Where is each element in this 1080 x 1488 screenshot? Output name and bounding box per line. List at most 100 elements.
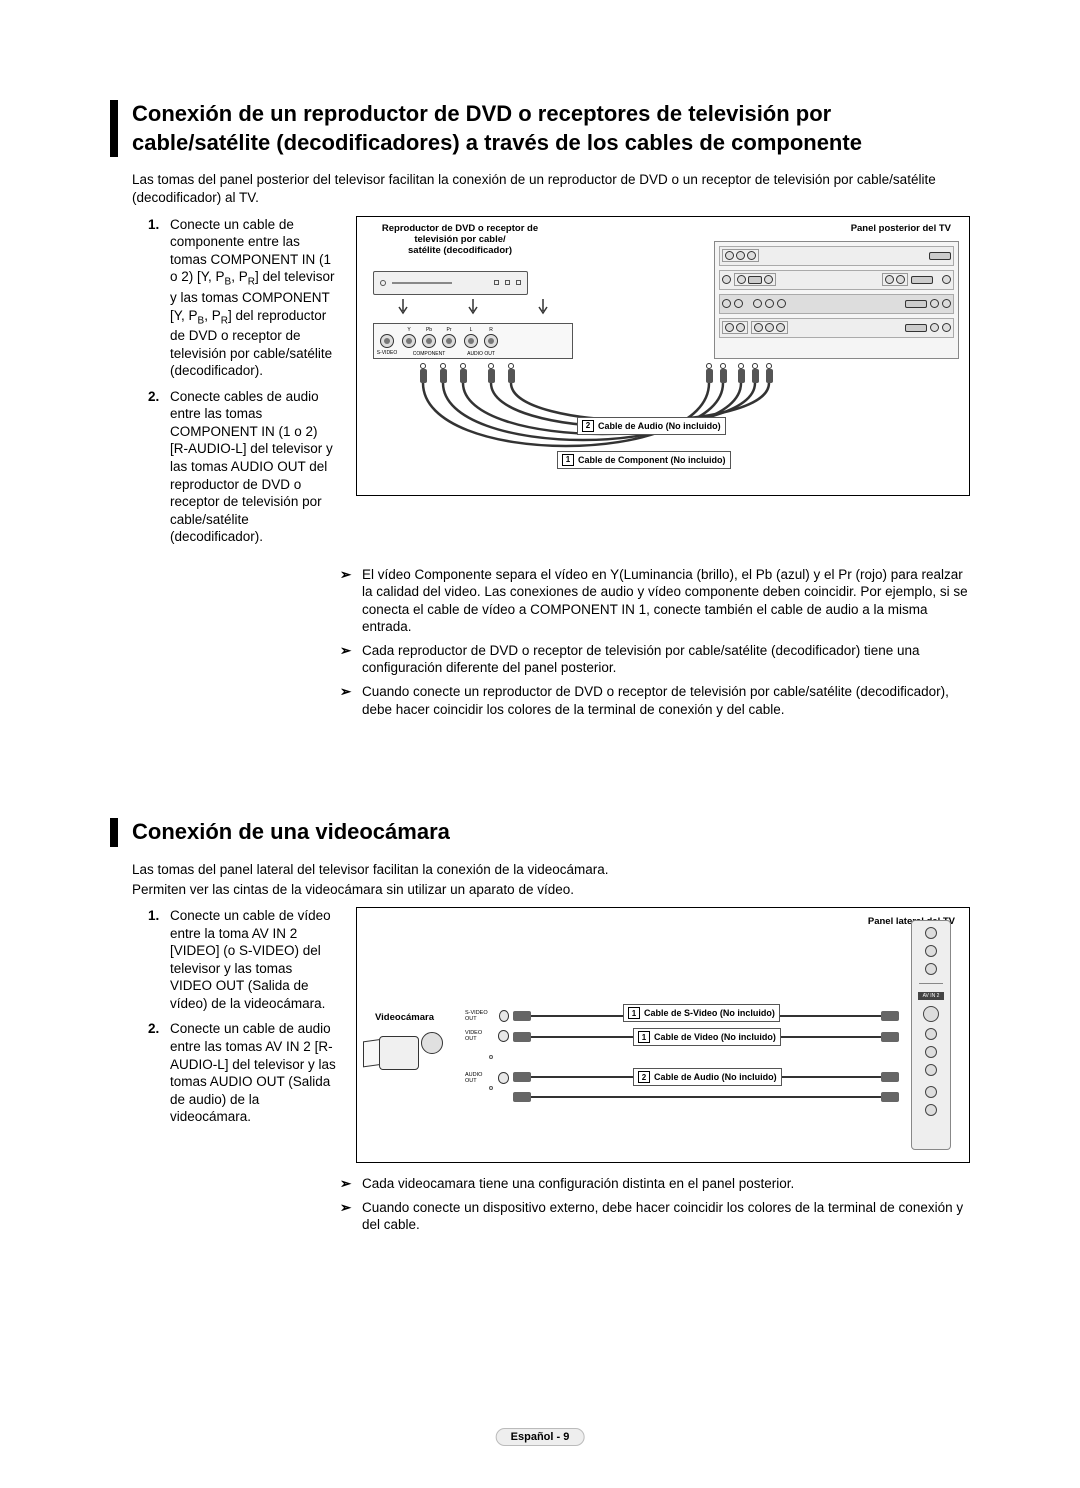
component-jacks: Y Pb Pr COMPONENT [402,334,456,348]
step-number: 2. [148,1020,170,1125]
connector [881,1011,899,1021]
step2: 2. Conecte cables de audio entre las tom… [148,388,338,546]
t: Reproductor de DVD o receptor de televis… [382,223,538,257]
dvd-player [373,271,528,295]
section2-intro1: Las tomas del panel lateral del televiso… [132,861,970,879]
section2-bullets: ➢ Cada videocamara tiene una configuraci… [340,1175,970,1234]
bullet: ➢ Cuando conecte un dispositivo externo,… [340,1199,970,1234]
t: Cable de S-Video (No incluido) [644,1008,775,1018]
page-footer: Español - 9 [496,1428,585,1446]
step: 1. Conecte un cable de vídeo entre la to… [148,907,338,1012]
section1-intro: Las tomas del panel posterior del televi… [132,171,970,207]
lbl: Y [407,327,410,333]
bullet-icon: ➢ [340,1175,362,1193]
bullet-icon: ➢ [340,566,362,636]
bullet-text: Cuando conecte un reproductor de DVD o r… [362,683,970,718]
title-accent-bar [110,100,118,157]
bullet-icon: ➢ [340,642,362,677]
rear-panel-label: Panel posterior del TV [851,223,951,234]
step-number: 1. [148,907,170,1012]
n: 1 [628,1007,640,1019]
lbl: AUDIO OUT [467,351,495,357]
lbl: VIDEO OUT [465,1030,494,1042]
section2-steps: 1. Conecte un cable de vídeo entre la to… [148,907,338,1163]
n: 1 [638,1031,650,1043]
step-text: Conecte un cable de vídeo entre la toma … [170,907,338,1012]
dvd-jack-panel: S-VIDEO Y Pb Pr COMPONENT L R AUDIO OUT [373,323,573,359]
t: Cable de Video (No incluido) [654,1032,776,1042]
section1-diagram: Panel posterior del TV Reproductor de DV… [356,216,970,496]
tv-side-panel: AV IN 2 [911,920,951,1150]
t: , P [204,308,221,323]
connector [513,1032,531,1042]
lbl: Pr [447,327,452,333]
section1-title: Conexión de un reproductor de DVD o rece… [132,100,970,157]
bullet: ➢ Cada reproductor de DVD o receptor de … [340,642,970,677]
lbl: S-VIDEO [377,350,398,356]
dvd-arrows [373,297,573,317]
sub: R [248,277,255,288]
av-in-2-tag: AV IN 2 [918,992,944,1000]
component-cables [357,377,957,497]
camcorder-icon [379,1024,445,1080]
section2-title: Conexión de una videocámara [132,818,450,847]
connector [881,1092,899,1102]
t: , P [231,269,248,284]
section1-bullets: ➢ El vídeo Componente separa el vídeo en… [340,566,970,718]
bullet-text: Cada videocamara tiene una configuración… [362,1175,970,1193]
tv-rear-panel [714,241,959,359]
bullet: ➢ Cada videocamara tiene una configuraci… [340,1175,970,1193]
section1-title-row: Conexión de un reproductor de DVD o rece… [110,100,970,157]
bullet-icon: ➢ [340,683,362,718]
step: 2. Conecte un cable de audio entre las t… [148,1020,338,1125]
step1-text: Conecte un cable de componente entre las… [170,216,338,380]
lbl: AUDIO OUT [465,1072,494,1084]
step2-text: Conecte cables de audio entre las tomas … [170,388,338,546]
n: 2 [638,1071,650,1083]
connector [513,1072,531,1082]
bullet-text: Cada reproductor de DVD o receptor de te… [362,642,970,677]
camcorder-ports: S-VIDEO OUT VIDEO OUT AUDIO OUT [465,1010,509,1090]
section2-diagram: Panel lateral del TV Videocámara AV IN 2… [356,907,970,1163]
step-text: Conecte un cable de audio entre las toma… [170,1020,338,1125]
audio-cable-label: 2 Cable de Audio (No incluido) [577,417,726,435]
lbl: L [470,327,473,333]
n: 2 [582,420,594,432]
component-cable-label: 1 Cable de Component (No incluido) [557,451,731,469]
section2-content: 1. Conecte un cable de vídeo entre la to… [148,907,970,1163]
audio-cable-label: 2 Cable de Audio (No incluido) [633,1068,782,1086]
audio-cable2 [531,1096,881,1098]
lbl: S-VIDEO OUT [465,1010,495,1022]
t: AV IN 2 [923,993,940,999]
lbl: COMPONENT [413,351,446,357]
t: Cable de Audio (No incluido) [598,421,721,431]
svideo-jack: S-VIDEO [380,334,394,348]
connector [513,1092,531,1102]
section1-steps: 1. Conecte un cable de componente entre … [148,216,338,554]
connector [881,1072,899,1082]
bullet: ➢ El vídeo Componente separa el vídeo en… [340,566,970,636]
audio-jacks: L R AUDIO OUT [464,334,498,348]
bullet: ➢ Cuando conecte un reproductor de DVD o… [340,683,970,718]
camcorder-label: Videocámara [375,1012,434,1023]
video-cable-label: 1 Cable de Video (No incluido) [633,1028,781,1046]
svideo-cable-label: 1 Cable de S-Video (No incluido) [623,1004,780,1022]
sub: R [221,315,228,326]
connector [513,1011,531,1021]
step-number: 2. [148,388,170,546]
dvd-device-label: Reproductor de DVD o receptor de televis… [375,223,545,257]
t: Cable de Component (No incluido) [578,455,726,465]
t: Cable de Audio (No incluido) [654,1072,777,1082]
connector [881,1032,899,1042]
step1: 1. Conecte un cable de componente entre … [148,216,338,380]
section1-content: 1. Conecte un cable de componente entre … [148,216,970,554]
bullet-icon: ➢ [340,1199,362,1234]
step-number: 1. [148,216,170,380]
lbl: R [489,327,493,333]
lbl: Pb [426,327,432,333]
n: 1 [562,454,574,466]
section2-title-row: Conexión de una videocámara [110,818,970,847]
bullet-text: Cuando conecte un dispositivo externo, d… [362,1199,970,1234]
section2-intro2: Permiten ver las cintas de la videocámar… [132,881,970,899]
title-accent-bar [110,818,118,847]
